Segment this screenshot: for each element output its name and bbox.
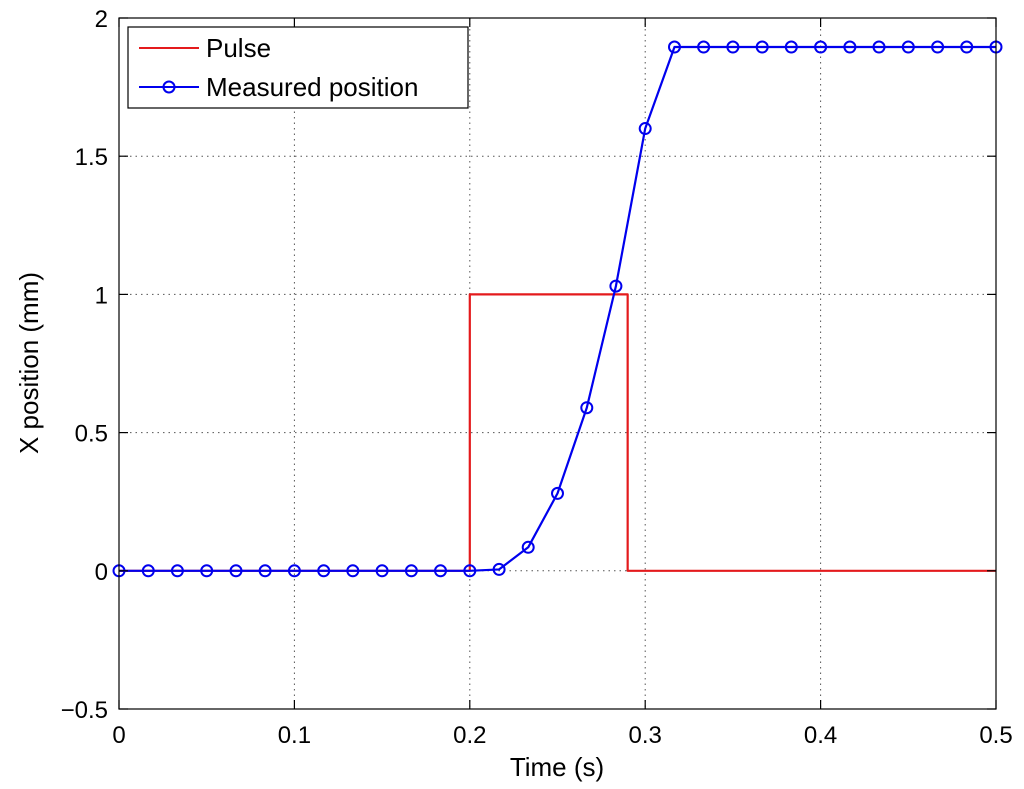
data-point-measured-position [375,564,389,578]
axis-ticks [118,17,997,710]
plot-area-frame [118,17,997,710]
data-point-measured-position [521,540,535,554]
data-point-measured-position [726,40,740,54]
y-tick-label: 0 [95,559,108,586]
legend-box [127,26,469,109]
data-point-measured-position [872,40,886,54]
data-point-measured-position [200,564,214,578]
x-axis-title: Time (s) [510,752,604,782]
data-point-measured-position [843,40,857,54]
data-point-measured-position [638,122,652,136]
y-tick-label: −0.5 [61,697,108,724]
data-point-measured-position [434,564,448,578]
data-point-measured-position [463,564,477,578]
x-tick-label: 0.2 [453,722,486,749]
data-point-measured-position [404,564,418,578]
data-point-measured-position [258,564,272,578]
data-point-measured-position [960,40,974,54]
data-point-measured-position [784,40,798,54]
data-point-measured-position [667,40,681,54]
x-tick-label: 0.4 [804,722,837,749]
y-tick-label: 0.5 [75,421,108,448]
legend-label-pulse: Pulse [206,33,271,63]
data-point-measured-position [755,40,769,54]
plot-series [112,40,1003,578]
data-point-measured-position [609,279,623,293]
data-point-measured-position [346,564,360,578]
y-axis-title: X position (mm) [14,272,44,454]
x-tick-label: 0 [112,722,125,749]
tick-labels: 0 0.1 0.2 0.3 0.4 0.5−0.500.511.52 [61,6,1013,749]
data-point-measured-position [901,40,915,54]
y-tick-label: 1 [95,282,108,309]
x-tick-label: 0.3 [629,722,662,749]
data-point-measured-position [317,564,331,578]
data-point-measured-position [551,486,564,500]
y-tick-label: 1.5 [75,144,108,171]
data-point-measured-position [141,564,155,578]
legend-marker-measured-position [162,80,176,94]
data-point-measured-position [931,40,945,54]
data-point-measured-position [492,562,506,576]
data-point-measured-position [287,564,301,578]
legend-label-measured-position: Measured position [206,72,418,102]
data-point-measured-position [814,40,828,54]
x-tick-label: 0.1 [278,722,311,749]
y-tick-label: 2 [95,6,108,33]
data-point-measured-position [697,40,711,54]
series-line-measured-position [119,45,996,572]
data-point-measured-position [580,401,594,415]
data-point-measured-position [170,564,184,578]
x-tick-label: 0.5 [979,722,1012,749]
legend: Pulse Measured position [127,26,469,109]
data-point-measured-position [229,564,243,578]
